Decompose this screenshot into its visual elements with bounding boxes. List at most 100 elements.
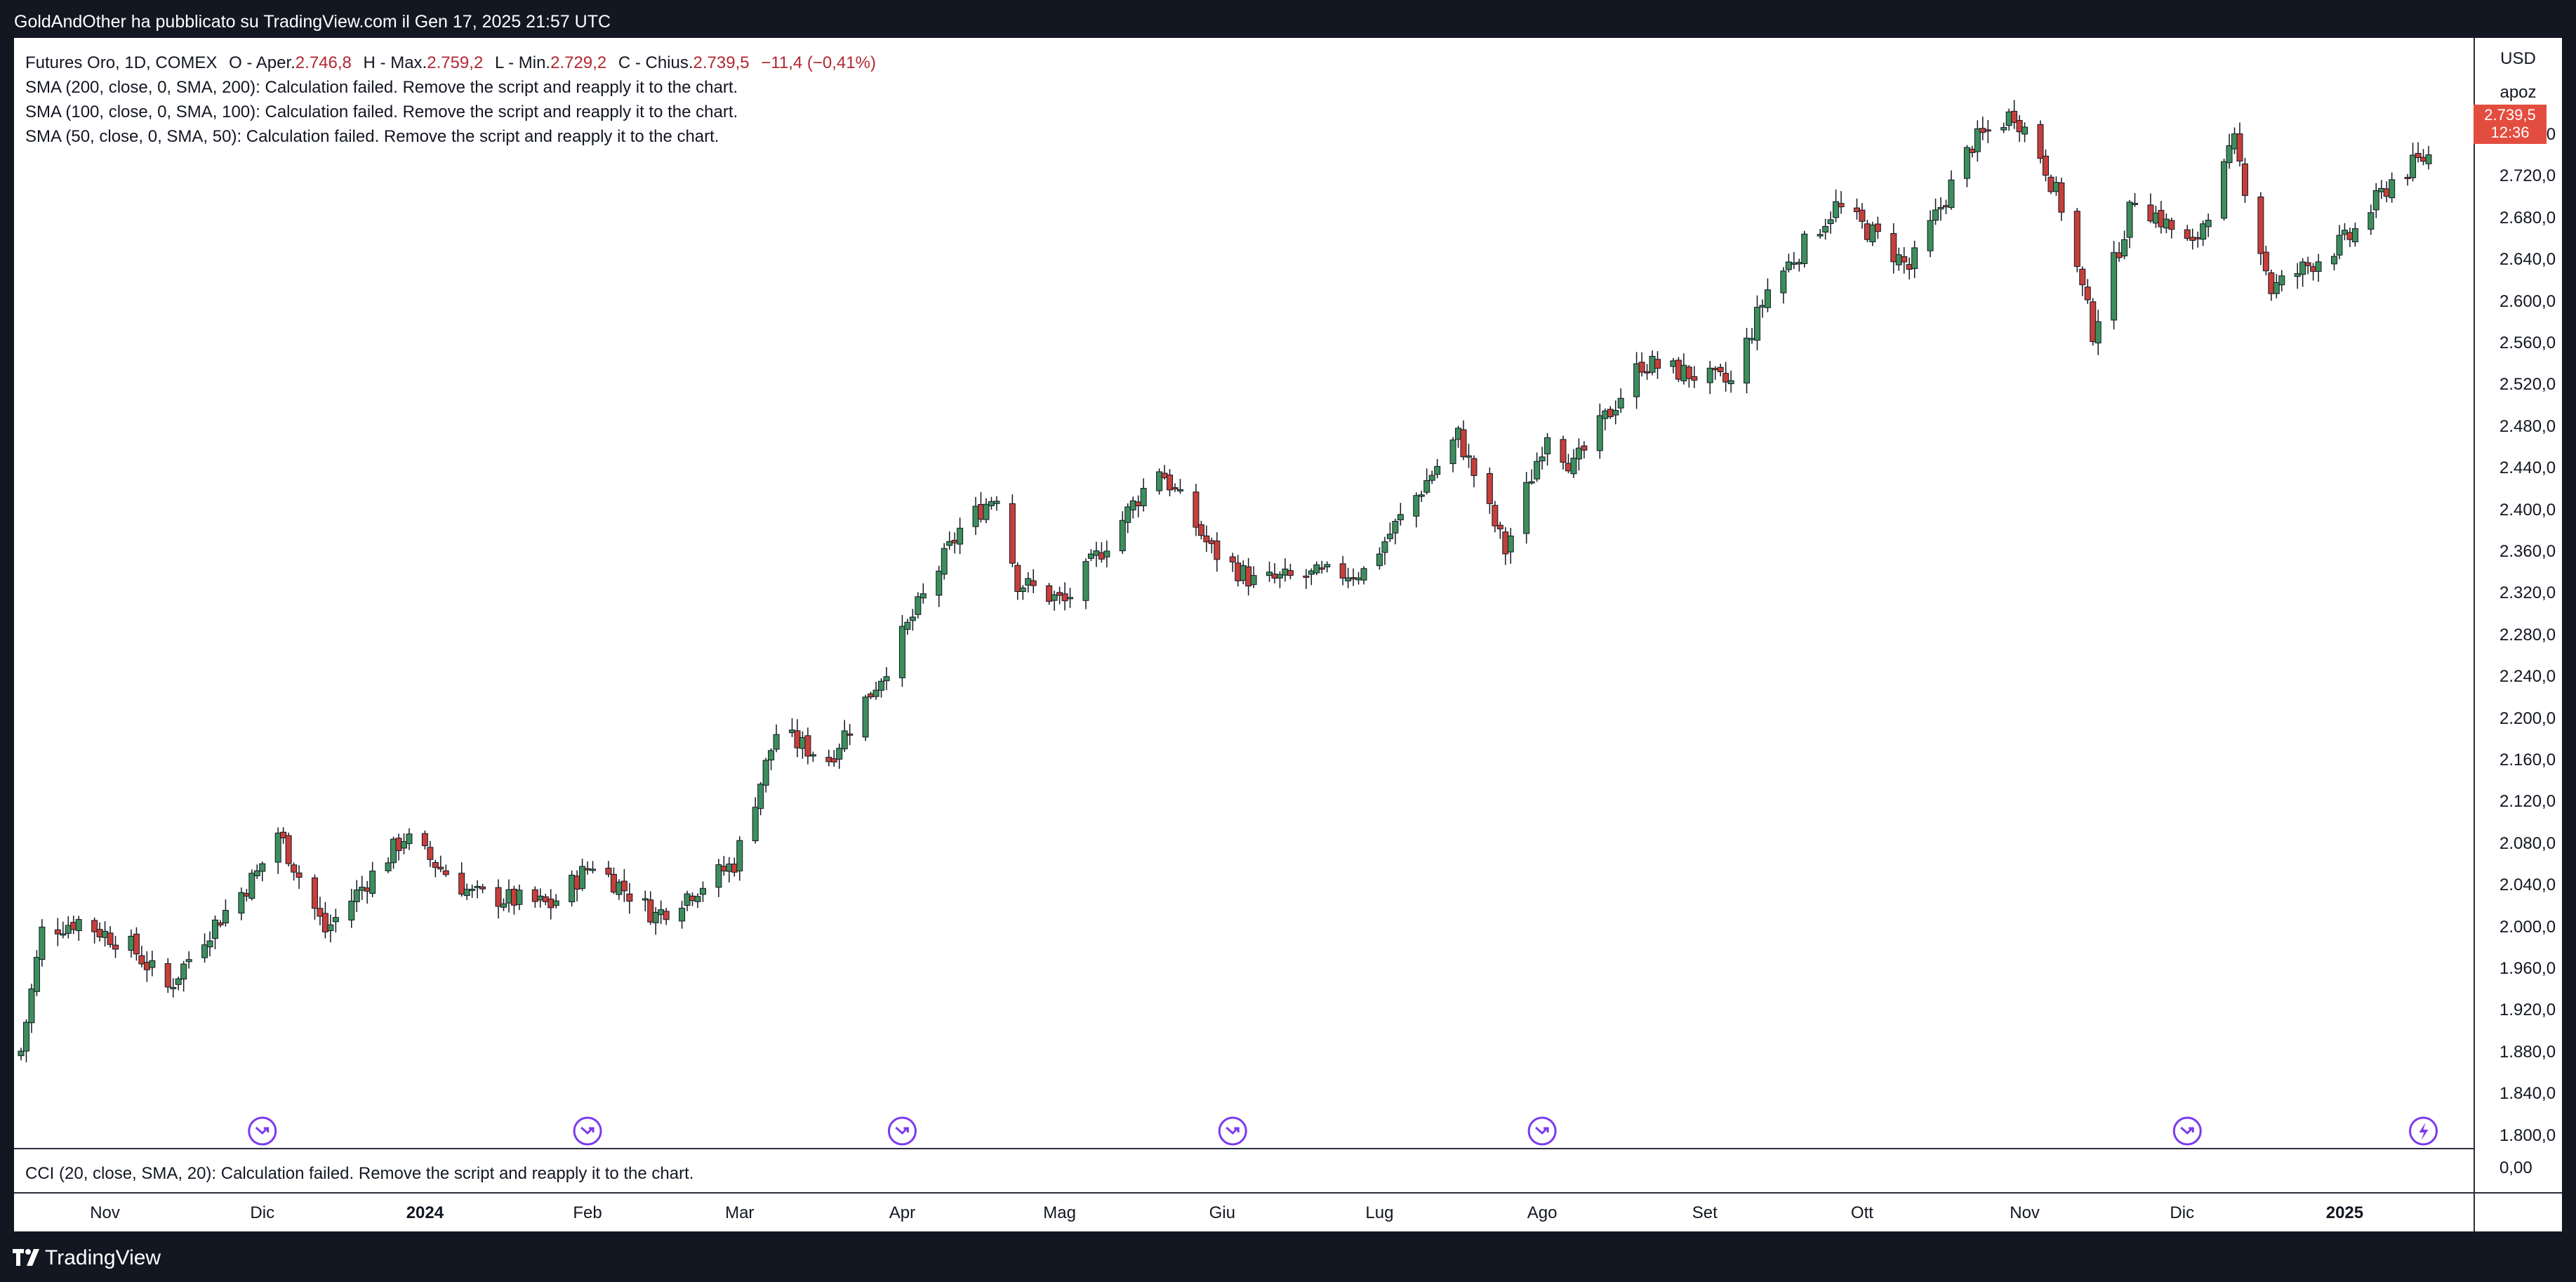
candle-down	[804, 735, 811, 757]
scale-mode-label[interactable]: apoz	[2499, 83, 2537, 102]
candle-down	[2058, 182, 2065, 213]
candle-down	[96, 929, 103, 938]
legend-open-value: 2.746,8	[295, 53, 352, 72]
price-tick: 2.240,0	[2499, 667, 2556, 687]
candle-down	[2241, 163, 2248, 196]
candle-up	[2152, 212, 2159, 224]
publish-bar: GoldAndOther ha pubblicato su TradingVie…	[0, 0, 2576, 38]
candle-up	[2425, 154, 2432, 164]
price-tick: 2.120,0	[2499, 792, 2556, 812]
candle-up	[1129, 500, 1136, 510]
candle-down	[1638, 362, 1645, 373]
candle-up	[327, 924, 334, 932]
candle-down	[1318, 567, 1325, 570]
candle-up	[369, 871, 376, 894]
candle-up	[22, 1022, 29, 1052]
candle-down	[495, 887, 502, 907]
chart-legend: Futures Oro, 1D, COMEX O - Aper.2.746,8 …	[25, 51, 876, 149]
candle-up	[1727, 380, 1734, 385]
dividend-event-icon[interactable]	[573, 1116, 602, 1146]
price-tick: 2.680,0	[2499, 208, 2556, 227]
candle-up	[684, 893, 691, 906]
candle-down	[2073, 211, 2080, 267]
legend-open-label: O - Aper.	[229, 53, 296, 72]
price-tick: 2.360,0	[2499, 542, 2556, 561]
candle-up	[1345, 577, 1352, 581]
candle-up	[2226, 145, 2233, 164]
candle-up	[18, 1050, 25, 1057]
price-tick: 2.600,0	[2499, 291, 2556, 311]
candle-up	[2021, 126, 2029, 135]
candle-up	[2294, 273, 2301, 277]
candle-down	[1460, 429, 1467, 458]
candle-up	[1911, 247, 1918, 270]
legend-symbol[interactable]: Futures Oro, 1D, COMEX	[25, 53, 218, 72]
candle-up	[28, 988, 35, 1024]
dividend-event-icon[interactable]	[887, 1116, 917, 1146]
candle-up	[1822, 225, 1829, 233]
candle-up	[1156, 471, 1163, 491]
price-tick: 2.320,0	[2499, 583, 2556, 603]
dividend-event-icon[interactable]	[1527, 1116, 1557, 1146]
candle-up	[1093, 550, 1100, 556]
candle-up	[248, 873, 255, 899]
time-axis-month: Ott	[1850, 1203, 1873, 1222]
candle-up	[2052, 182, 2059, 192]
candle-up	[1124, 506, 1131, 523]
candle-up	[65, 925, 72, 934]
candle-up	[1948, 179, 1955, 209]
candle-down	[1235, 562, 1242, 581]
candle-up	[736, 840, 743, 872]
candle-up	[1753, 307, 1760, 341]
dividend-event-icon[interactable]	[248, 1116, 277, 1146]
candle-up	[1082, 561, 1089, 601]
candle-up	[1534, 461, 1541, 480]
currency-label[interactable]: USD	[2500, 49, 2536, 68]
candle-up	[170, 986, 177, 989]
candle-down	[1161, 473, 1168, 478]
time-axis-month: Ago	[1527, 1203, 1558, 1222]
price-tick: 2.520,0	[2499, 375, 2556, 395]
candle-up	[904, 621, 911, 630]
candle-up	[1413, 495, 1420, 517]
candle-up	[1051, 594, 1058, 601]
indicator-cci[interactable]: CCI (20, close, SMA, 20): Calculation fa…	[25, 1164, 694, 1183]
candle-up	[1176, 489, 1183, 491]
candle-up	[39, 926, 46, 960]
candle-down	[2257, 196, 2264, 254]
candle-up	[1612, 410, 1619, 416]
candle-down	[2016, 120, 2023, 133]
indicator-sma-100[interactable]: SMA (100, close, 0, SMA, 100): Calculati…	[25, 103, 738, 121]
time-axis-month: Nov	[90, 1203, 120, 1222]
legend-close-label: C - Chius.	[618, 53, 693, 72]
chart-panel[interactable]: Futures Oro, 1D, COMEX O - Aper.2.746,8 …	[14, 38, 2562, 1231]
dividend-event-icon[interactable]	[1218, 1116, 1247, 1146]
candle-down	[311, 877, 318, 909]
candle-down	[112, 944, 119, 950]
candle-up	[1455, 428, 1462, 440]
legend-high-value: 2.759,2	[427, 53, 484, 72]
candle-down	[164, 963, 171, 988]
candle-up	[2378, 187, 2385, 192]
candle-up	[726, 864, 733, 872]
bar-countdown: 12:36	[2490, 124, 2530, 141]
indicator-sma-200[interactable]: SMA (200, close, 0, SMA, 200): Calculati…	[25, 78, 738, 97]
candle-down	[1271, 574, 1278, 579]
candle-up	[1785, 261, 1792, 270]
candle-down	[1581, 445, 1588, 451]
tradingview-brand[interactable]: TradingView	[45, 1246, 161, 1269]
legend-high-label: H - Max.	[363, 53, 427, 72]
candle-up	[1119, 520, 1126, 552]
indicator-sma-50[interactable]: SMA (50, close, 0, SMA, 50): Calculation…	[25, 127, 719, 146]
time-axis[interactable]: Nov Dic 2024 Feb Mar Apr Mag Giu Lug Ago Set Ott Nov…	[14, 1193, 2474, 1231]
dividend-event-icon[interactable]	[2172, 1116, 2202, 1146]
marker-glyph	[1535, 1126, 1549, 1135]
price-chart[interactable]	[14, 38, 2562, 1231]
candle-up	[1791, 262, 1798, 265]
candle-up	[752, 807, 759, 842]
candle-up	[75, 919, 82, 932]
price-scale[interactable]: USD apoz 2.760,02.720,02.680,02.640,02.6…	[2474, 38, 2562, 1231]
candle-up	[1680, 364, 1687, 381]
marker-glyph	[895, 1126, 909, 1135]
candle-up	[2132, 203, 2139, 206]
